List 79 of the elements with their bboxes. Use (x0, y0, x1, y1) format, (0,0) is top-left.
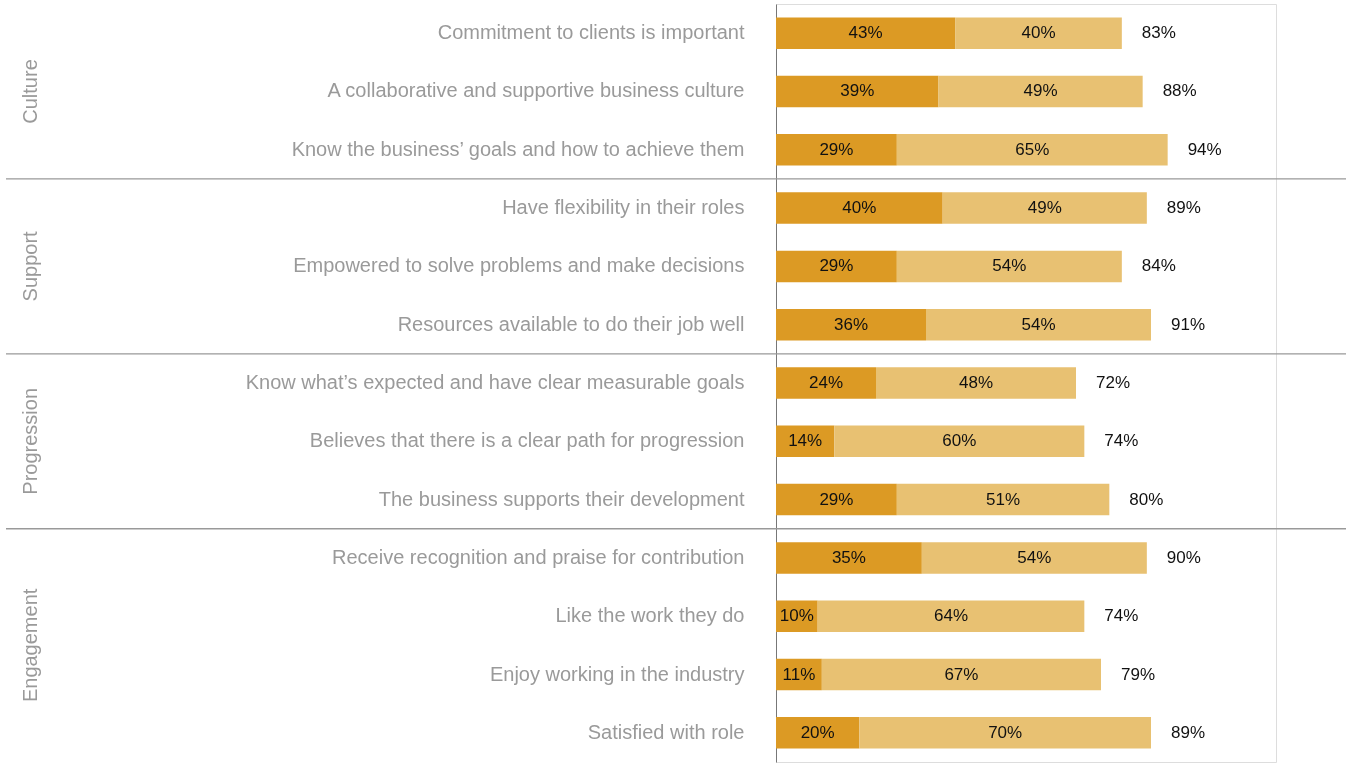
data-label: 40% (1021, 23, 1056, 43)
data-label: 43% (848, 23, 883, 43)
bar (921, 542, 1147, 574)
data-label: 60% (942, 431, 977, 451)
data-label: 64% (933, 606, 969, 626)
bar (817, 600, 1085, 632)
data-label: 20% (800, 722, 835, 742)
bar (896, 250, 1122, 283)
y-tick-label: Satisfied with role (587, 720, 745, 743)
text: Culture (19, 59, 41, 124)
total-label: 84% (1141, 256, 1176, 276)
text: Support (19, 230, 41, 302)
data-label: 36% (833, 314, 869, 334)
data-label: 35% (831, 547, 866, 567)
total-label: 74% (1104, 431, 1139, 451)
total-label: 88% (1162, 81, 1197, 101)
bar (896, 134, 1168, 166)
data-label: 54% (1017, 547, 1052, 567)
bar (876, 367, 1076, 399)
data-label: 39% (840, 81, 875, 101)
y-tick-label: Empowered to solve problems and make decisions (293, 254, 745, 277)
total-label: 89% (1171, 722, 1206, 742)
total-label: 90% (1166, 547, 1201, 567)
total-label: 72% (1096, 373, 1131, 392)
data-label: 70% (988, 722, 1023, 742)
data-label: 29% (819, 489, 854, 509)
bar (834, 425, 1085, 458)
data-label: 24% (808, 373, 844, 392)
bar (776, 308, 926, 341)
y-tick-label: Resources available to do their job well (397, 312, 745, 335)
total-label: 94% (1187, 139, 1222, 159)
bar (776, 75, 939, 108)
data-label: 54% (992, 256, 1027, 276)
bar (896, 483, 1110, 516)
bar (776, 250, 897, 283)
data-label: 10% (779, 606, 814, 626)
data-label: 54% (1021, 314, 1056, 334)
data-label: 29% (819, 139, 854, 159)
data-label: 29% (819, 256, 854, 276)
bar (926, 308, 1151, 341)
total-label: 74% (1104, 606, 1139, 626)
bar (776, 192, 943, 224)
bar (776, 17, 956, 49)
data-label: 48% (958, 373, 994, 392)
data-label: 11% (782, 664, 816, 684)
total-label: 80% (1129, 489, 1164, 509)
y-tick-label: Have flexibility in their roles (502, 196, 745, 219)
bar (955, 17, 1122, 49)
data-label: 40% (842, 198, 877, 218)
data-label: 51% (986, 489, 1021, 509)
y-tick-label: Believes that there is a clear path for progression (309, 429, 745, 452)
y-tick-label: Know the business’ goals and how to achieve them (291, 137, 745, 160)
text: Engagement (19, 588, 41, 703)
bar (776, 134, 897, 166)
data-label: 14% (788, 431, 823, 451)
total-label: 89% (1166, 198, 1201, 218)
y-tick-label: Receive recognition and praise for contribution (332, 545, 745, 568)
bar (938, 75, 1143, 108)
data-label: 49% (1023, 81, 1058, 101)
total-label: 79% (1121, 664, 1156, 684)
y-tick-label: Know what’s expected and have clear measurable goals (245, 371, 745, 393)
bar (776, 717, 860, 749)
text: Progression (19, 387, 41, 495)
data-label: 65% (1015, 139, 1050, 159)
bar (776, 367, 876, 399)
bar (942, 192, 1147, 224)
bar (776, 542, 922, 574)
data-label: 49% (1027, 198, 1062, 218)
bar (776, 483, 897, 516)
data-label: 67% (944, 664, 979, 684)
y-tick-label: The business supports their development (378, 487, 745, 510)
y-tick-label: Enjoy working in the industry (489, 662, 745, 685)
y-tick-label: Like the work they do (555, 604, 745, 627)
total-label: 83% (1141, 23, 1176, 43)
bar (821, 658, 1101, 691)
y-tick-label: A collaborative and supportive business culture (327, 79, 745, 102)
bar (859, 717, 1151, 749)
total-label: 91% (1171, 314, 1206, 334)
y-tick-label: Commitment to clients is important (437, 21, 745, 44)
